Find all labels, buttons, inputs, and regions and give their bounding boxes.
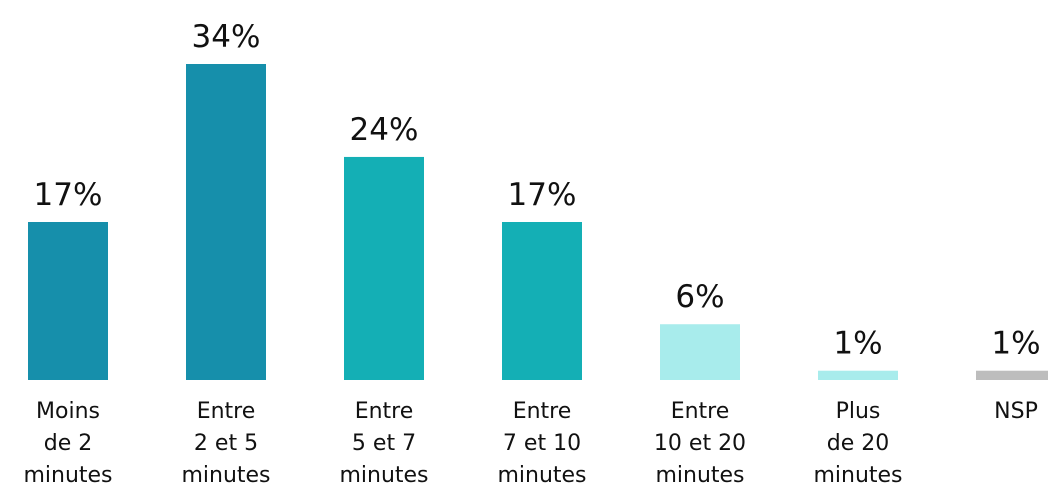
category-label-4: Entre 10 et 20 minutes [654,399,746,488]
category-label-line: de 20 [827,431,890,456]
bar-6 [976,370,1048,380]
category-label-line: minutes [655,463,744,488]
category-label-line: Entre [355,399,414,424]
value-label-3: 17% [508,177,577,213]
category-label-3: Entre 7 et 10 minutes [497,399,586,488]
category-label-line: minutes [813,463,902,488]
value-label-2: 24% [350,112,419,148]
bar-5 [818,370,898,380]
category-label-line: minutes [497,463,586,488]
category-label-line: 5 et 7 [352,431,416,456]
value-label-0: 17% [34,177,103,213]
bar-4 [660,324,740,380]
category-label-line: NSP [994,399,1038,424]
category-label-1: Entre 2 et 5 minutes [181,399,270,488]
category-label-line: Entre [671,399,730,424]
category-label-6: NSP [994,399,1038,424]
bar-1 [186,64,266,380]
category-labels-group: Moins de 2 minutes Entre 2 et 5 minutes Entre 5… [23,399,1037,488]
bar-3 [502,222,582,380]
category-label-line: 10 et 20 [654,431,746,456]
bar-2 [344,156,424,380]
category-label-line: minutes [23,463,112,488]
category-label-line: Entre [513,399,572,424]
value-labels-group: 17% 34% 24% 17% 6% 1% 1% [34,19,1041,362]
category-label-line: 7 et 10 [503,431,581,456]
category-label-line: de 2 [44,431,93,456]
category-label-line: Moins [36,399,100,424]
category-label-line: Plus [836,399,881,424]
value-label-5: 1% [833,326,882,362]
bars-group [28,64,1048,380]
category-label-2: Entre 5 et 7 minutes [339,399,428,488]
value-label-4: 6% [675,279,724,315]
bar-0 [28,222,108,380]
category-label-line: minutes [339,463,428,488]
value-label-6: 1% [991,326,1040,362]
category-label-0: Moins de 2 minutes [23,399,112,488]
category-label-line: 2 et 5 [194,431,258,456]
category-label-5: Plus de 20 minutes [813,399,902,488]
category-label-line: Entre [197,399,256,424]
value-label-1: 34% [192,19,261,55]
category-label-line: minutes [181,463,270,488]
